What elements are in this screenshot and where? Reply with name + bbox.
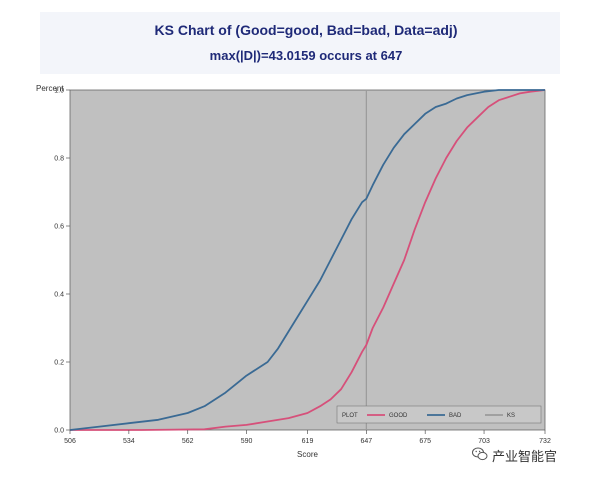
y-tick-label: 0.0 [54,428,64,435]
y-tick-label: 0.8 [54,156,64,163]
title-band [40,12,560,74]
x-tick-label: 647 [361,438,373,445]
y-axis-label: Percent [36,84,64,93]
legend-label-good: GOOD [389,413,408,419]
x-tick-label: 562 [182,438,194,445]
y-tick-label: 0.4 [54,292,64,299]
series-line-bad [69,89,545,431]
legend-label-ks: KS [507,413,515,419]
x-tick-label: 619 [302,438,314,445]
legend-label-bad: BAD [449,413,462,419]
series-line-good [70,89,546,431]
chart-title: KS Chart of (Good=good, Bad=bad, Data=ad… [154,22,458,38]
chart-subtitle: max(|D|)=43.0159 occurs at 647 [209,48,403,63]
x-tick-label: 675 [419,438,431,445]
x-tick-label: 506 [64,438,76,445]
x-tick-label: 534 [123,438,135,445]
plot-area [69,89,546,431]
x-tick-label: 703 [478,438,490,445]
x-tick-label: 590 [241,438,253,445]
x-tick-label: 732 [539,438,551,445]
y-tick-label: 0.2 [54,360,64,367]
y-tick-label: 0.6 [54,224,64,231]
y-tick-label: 1.0 [54,88,64,95]
legend-title: PLOT [342,413,358,419]
x-axis-label: Score [297,450,318,459]
watermark-text: 产业智能官 [492,450,558,465]
wechat-icon [472,447,488,461]
